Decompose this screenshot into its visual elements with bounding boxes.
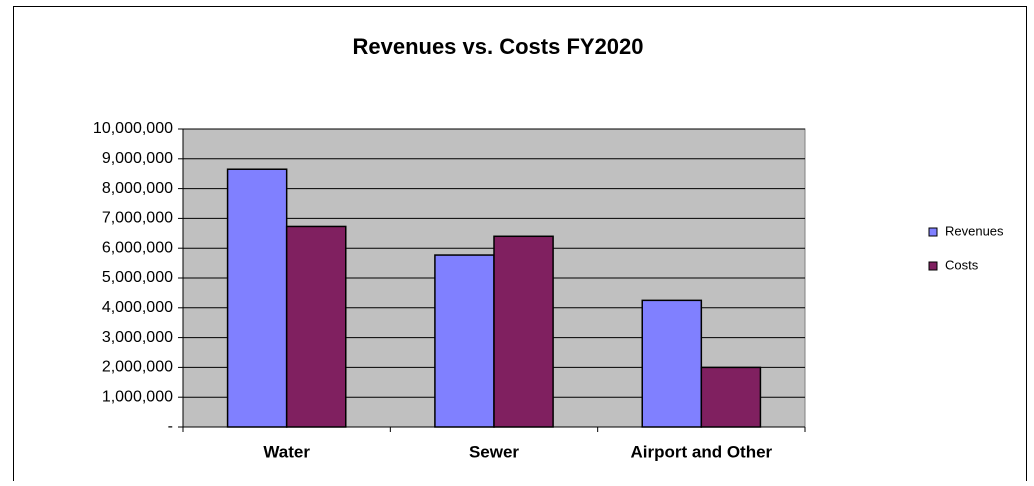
y-tick-label: 4,000,000 bbox=[102, 299, 173, 316]
x-tick-label: Airport and Other bbox=[630, 442, 772, 461]
y-tick-label: 1,000,000 bbox=[102, 388, 173, 405]
y-tick-label: 7,000,000 bbox=[102, 210, 173, 227]
x-tick-label: Sewer bbox=[469, 442, 519, 461]
bar bbox=[226, 168, 288, 428]
bar bbox=[434, 254, 495, 428]
y-tick-label: 3,000,000 bbox=[102, 329, 173, 346]
x-tick-label: Water bbox=[263, 442, 310, 461]
legend-swatch bbox=[928, 261, 938, 271]
y-tick-label: 10,000,000 bbox=[93, 120, 173, 137]
y-tick-label: 6,000,000 bbox=[102, 239, 173, 256]
bar bbox=[285, 225, 347, 428]
y-tick-label: 5,000,000 bbox=[102, 269, 173, 286]
legend-swatch bbox=[928, 227, 938, 237]
bar bbox=[700, 366, 762, 428]
y-tick-label: - bbox=[168, 418, 173, 435]
chart-title: Revenues vs. Costs FY2020 bbox=[352, 34, 643, 59]
y-tick-label: 8,000,000 bbox=[102, 180, 173, 197]
bar bbox=[641, 299, 703, 428]
y-tick-label: 2,000,000 bbox=[102, 359, 173, 376]
legend-label: Revenues bbox=[945, 223, 1004, 238]
y-tick-label: 9,000,000 bbox=[102, 150, 173, 167]
bar bbox=[493, 235, 554, 428]
legend-label: Costs bbox=[945, 257, 979, 272]
